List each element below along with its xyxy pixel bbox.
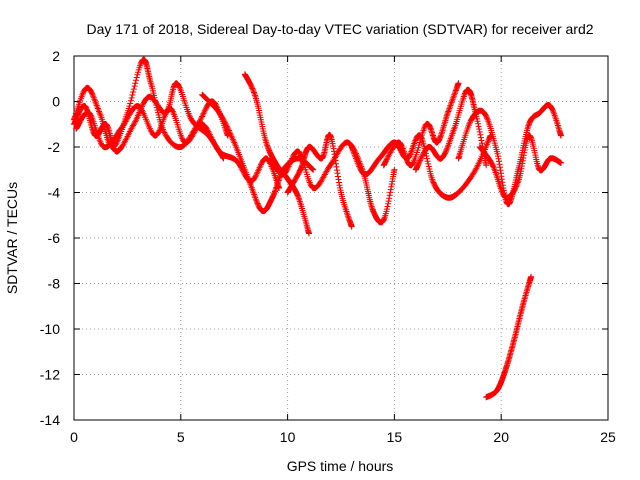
- x-tick-label: 5: [177, 429, 185, 445]
- series-sat-c: [73, 103, 283, 191]
- y-axis-label: SDTVAR / TECUs: [4, 182, 20, 294]
- series-markers: [73, 103, 283, 191]
- series-sat-l: [476, 132, 564, 201]
- x-tick-label: 0: [70, 429, 78, 445]
- y-tick-label: -14: [40, 412, 60, 428]
- series-markers: [455, 102, 564, 208]
- series-sat-j: [412, 86, 490, 173]
- series-markers: [348, 132, 494, 201]
- series-sat-h: [348, 132, 494, 201]
- chart-title: Day 171 of 2018, Sidereal Day-to-day VTE…: [86, 21, 593, 37]
- y-tick-label: -4: [48, 185, 61, 201]
- series-markers: [476, 132, 564, 201]
- series-markers: [284, 131, 355, 230]
- series-sat-i: [380, 80, 462, 169]
- series-markers: [267, 139, 398, 226]
- y-tick-label: -2: [48, 139, 61, 155]
- y-tick-label: -10: [40, 321, 60, 337]
- series-markers: [412, 86, 490, 173]
- y-tick-label: -6: [48, 230, 61, 246]
- series-markers: [483, 273, 535, 401]
- x-tick-label: 15: [387, 429, 403, 445]
- grid-lines: [74, 56, 608, 420]
- axis-ticks: 0 5 10 15 20 25 -14 -12 -10 -8 -6 -4 -2 0 2: [40, 48, 616, 445]
- series-markers: [380, 80, 462, 169]
- x-tick-label: 25: [600, 429, 616, 445]
- x-tick-label: 20: [493, 429, 509, 445]
- series-sat-g: [284, 131, 355, 230]
- series-sat-f: [267, 139, 398, 226]
- y-tick-label: -8: [48, 276, 61, 292]
- x-tick-label: 10: [280, 429, 296, 445]
- y-tick-label: 0: [52, 94, 60, 110]
- y-tick-label: -12: [40, 367, 60, 383]
- data-markers: [71, 56, 564, 401]
- y-tick-label: 2: [52, 48, 60, 64]
- series-sat-m: [483, 273, 535, 401]
- series-sat-k: [455, 102, 564, 208]
- x-axis-label: GPS time / hours: [287, 458, 394, 474]
